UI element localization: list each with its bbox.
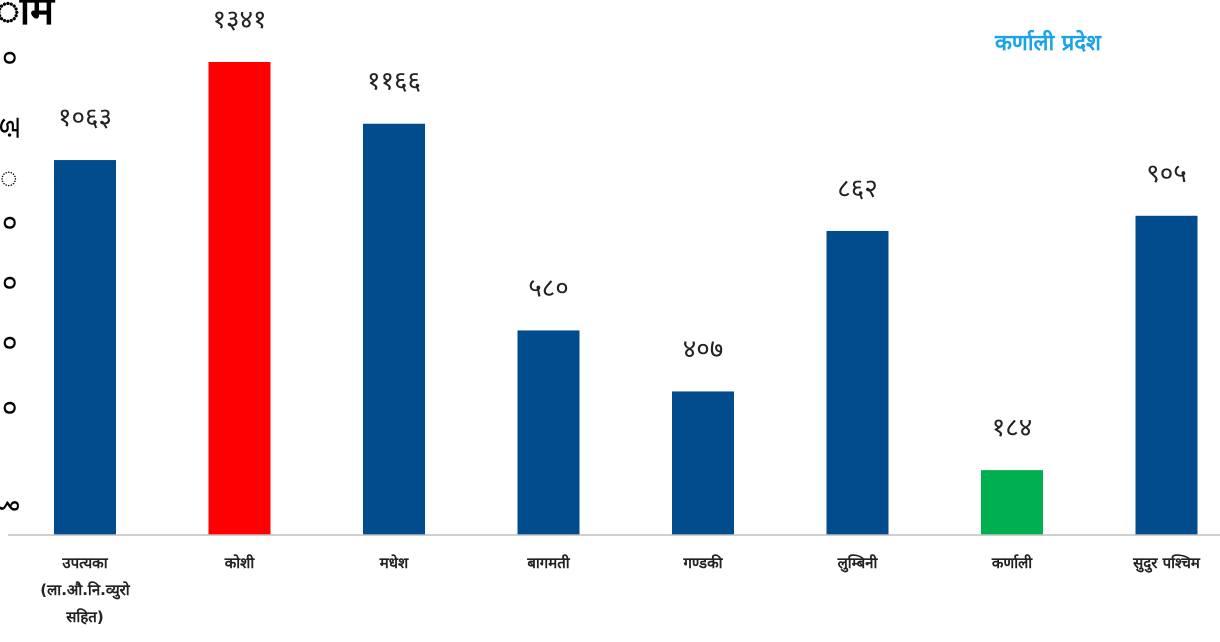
value-label-6: ८६२ [837, 174, 878, 204]
value-labels-group: १०६३ १३४१ ११६६ ५८० ४०७ ८६२ १८४ ९०५ [58, 5, 1187, 443]
value-label-7: १८४ [992, 413, 1033, 443]
left-edge-glyph-1: ० [0, 50, 27, 66]
category-label-3: मधेश [379, 554, 409, 572]
karnali-note: कर्णाली प्रदेश [994, 29, 1102, 56]
category-label-5: गण्डकी [682, 554, 723, 572]
bar-7 [981, 470, 1043, 535]
category-label-6: लुम्बिनी [837, 554, 879, 573]
value-label-1: १०६३ [58, 103, 112, 133]
left-edge-glyph-7: ० [0, 400, 27, 416]
value-label-4: ५८० [528, 273, 569, 303]
category-label-1-line-1: उपत्यका [61, 554, 108, 572]
category-label-4: बागमती [526, 554, 570, 572]
bar-4 [517, 330, 580, 535]
bar-3 [363, 123, 425, 536]
category-label-1-line-3: सहित) [65, 608, 103, 626]
value-label-5: ४०७ [683, 334, 724, 364]
bar-8 [1135, 215, 1198, 535]
bar-2 [208, 62, 271, 535]
bar-1 [54, 160, 116, 535]
category-labels-group: उपत्यका (ला.औ.नि.व्युरो सहित) कोशी मधेश बागमत… [40, 554, 1201, 626]
category-label-1-line-2: (ला.औ.नि.व्युरो [40, 581, 131, 600]
left-edge-glyph-5: ० [0, 275, 27, 291]
value-label-8: ९०५ [1146, 159, 1187, 189]
left-edge-glyph-2: ङ [0, 117, 27, 138]
value-label-2: १३४१ [212, 5, 266, 35]
left-edge-glyph-8: १ [0, 498, 27, 514]
category-label-2: कोशी [224, 554, 256, 572]
left-edge-glyph-6: ० [0, 335, 27, 351]
cropped-axis-title: ० ङ् ० ० ० ० १ [0, 50, 27, 514]
left-edge-glyph-4: ० [0, 215, 27, 231]
value-label-3: ११६६ [367, 67, 421, 97]
bar-6 [826, 230, 889, 535]
bars-group [54, 62, 1198, 536]
category-label-8: सुदुर पश्चिम [1132, 554, 1201, 573]
left-edge-glyph-3: ् [0, 170, 27, 189]
bar-5 [672, 391, 734, 535]
cropped-title-fragment: ाम [0, 0, 56, 34]
category-label-7: कर्णाली [991, 554, 1033, 572]
